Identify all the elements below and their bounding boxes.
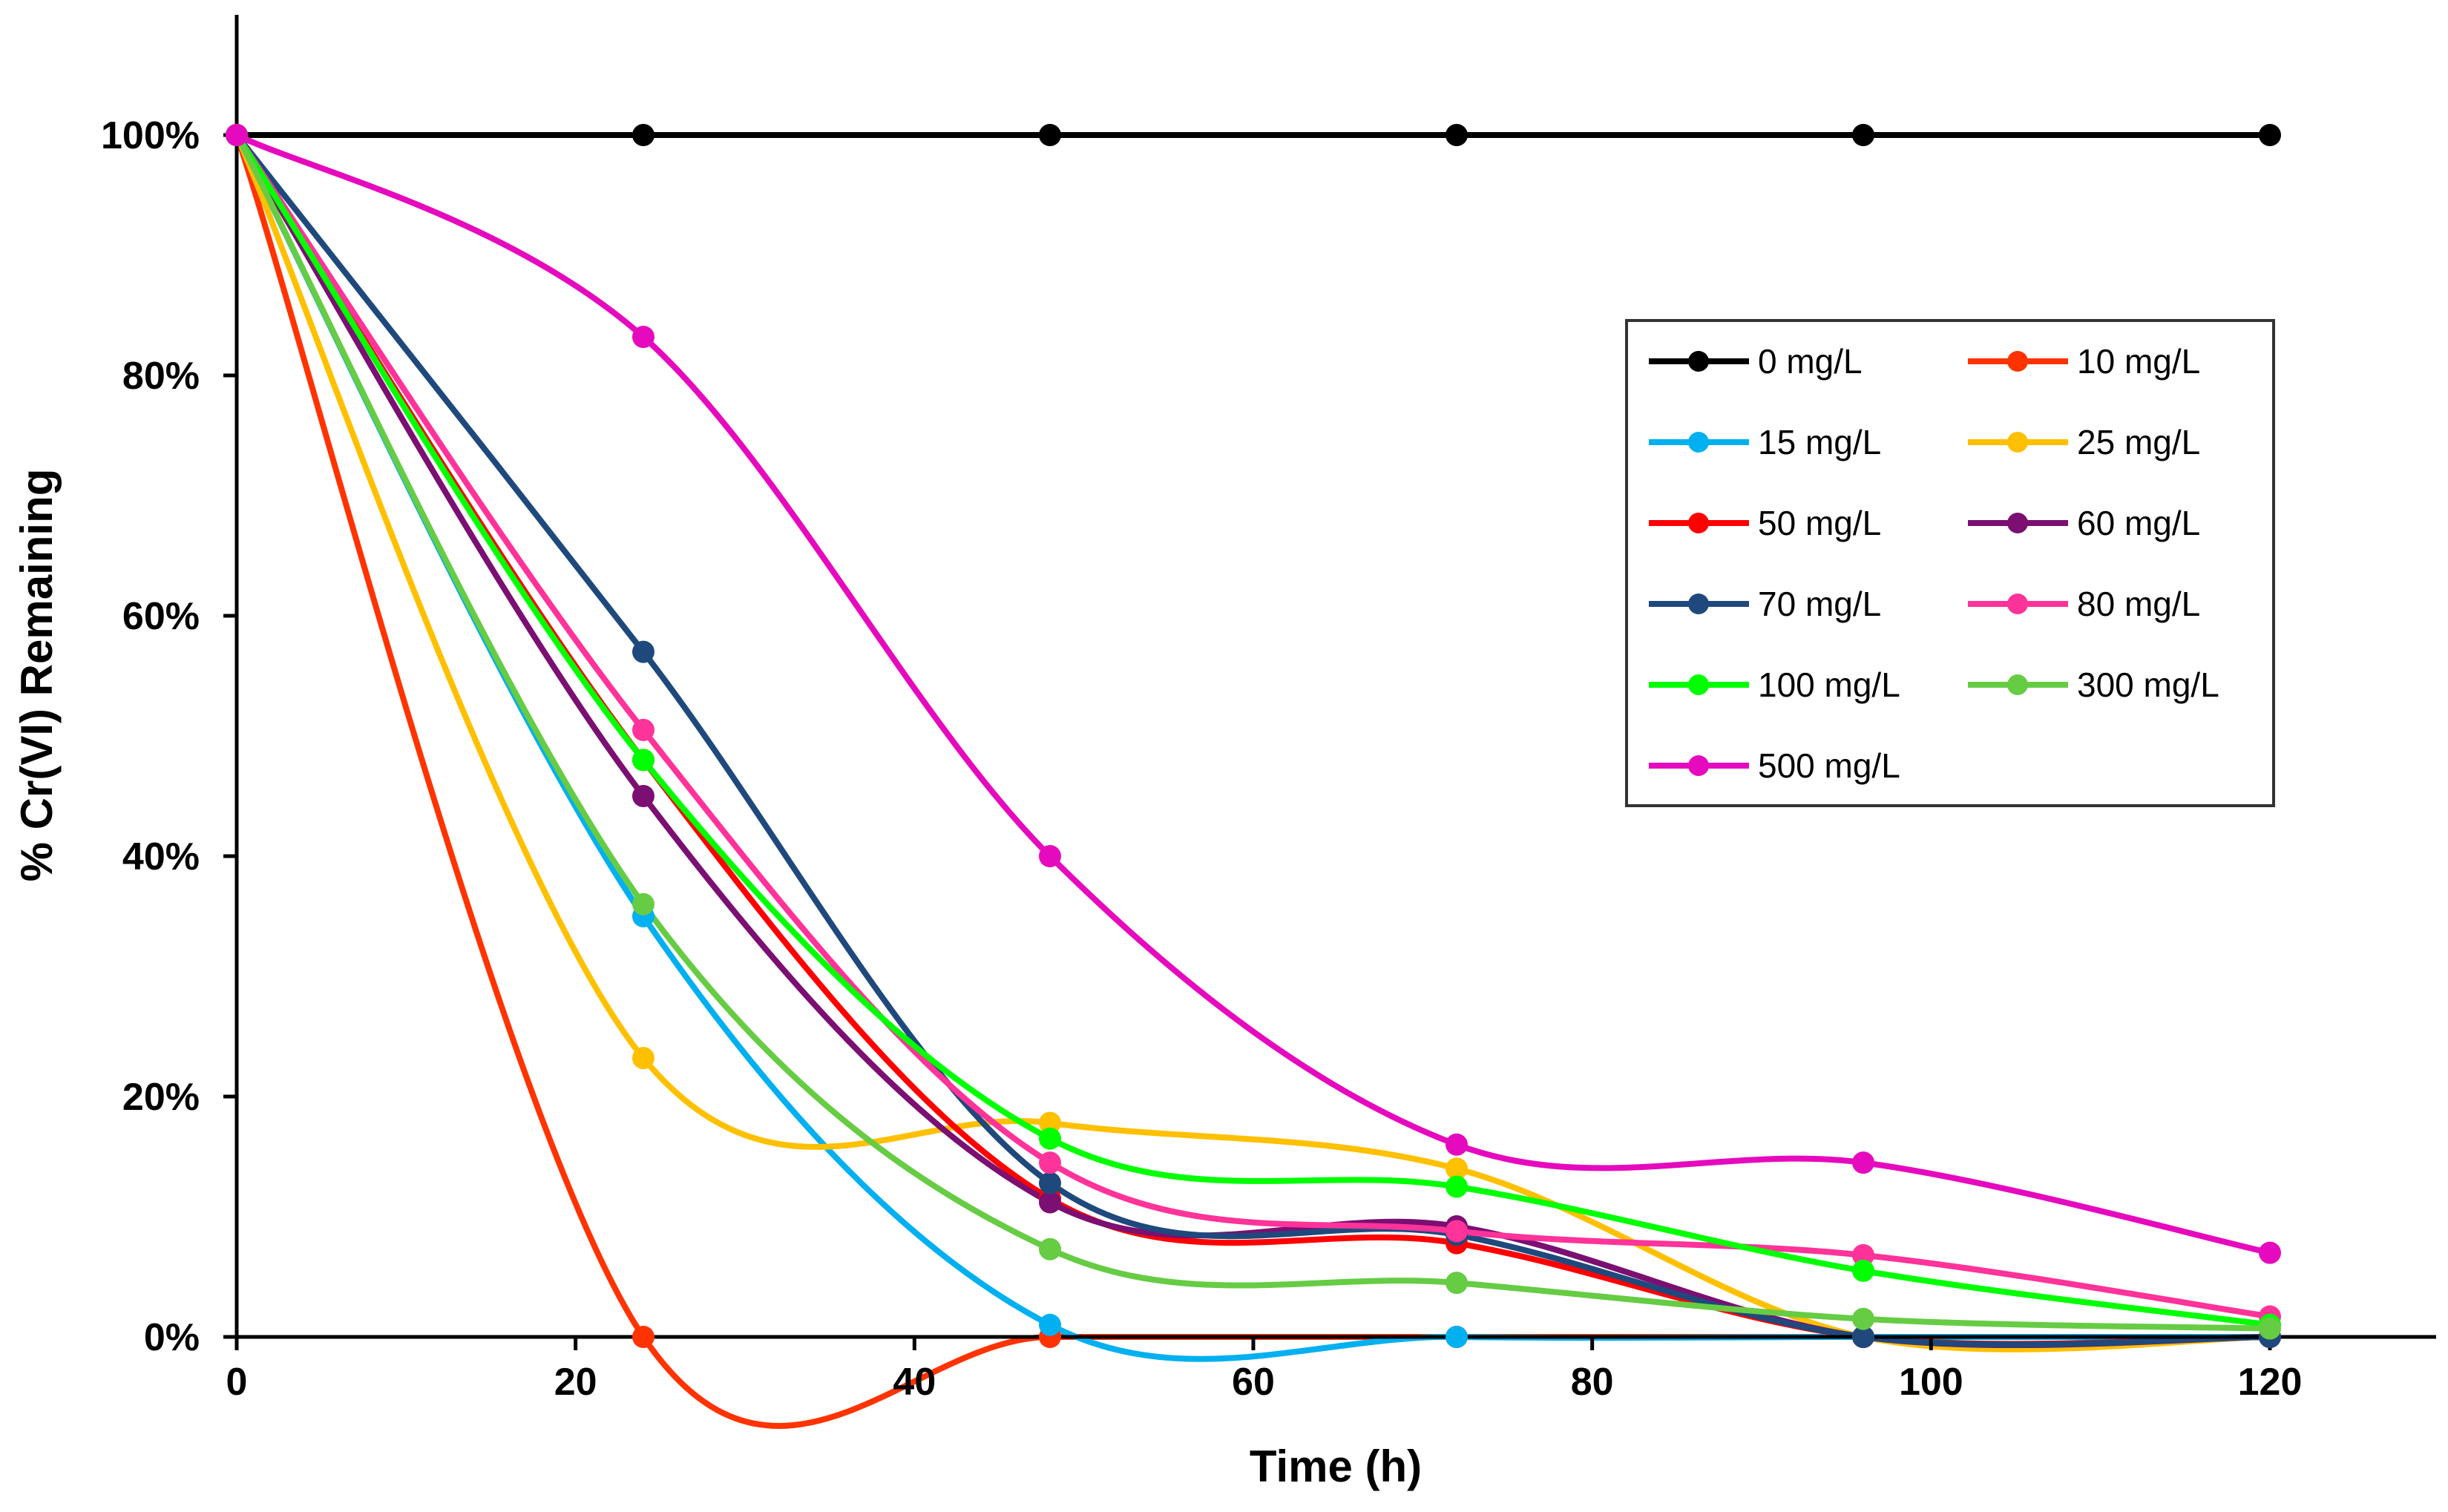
y-tick-label: 0% — [144, 1316, 200, 1359]
data-point-60-mg-l — [632, 785, 654, 807]
x-tick-label: 100 — [1899, 1361, 1963, 1404]
data-point-300-mg-l — [1039, 1237, 1061, 1260]
legend-marker — [1688, 432, 1709, 453]
legend-label-70-mg-l: 70 mg/L — [1758, 585, 1881, 623]
legend-marker — [2007, 513, 2028, 533]
data-point-15-mg-l — [1039, 1313, 1061, 1336]
series-line-70-mg-l — [234, 132, 2273, 1348]
marker-layer — [226, 124, 2281, 1348]
data-point-500-mg-l — [226, 124, 248, 146]
data-point-70-mg-l — [1039, 1171, 1061, 1194]
legend-marker — [2007, 432, 2028, 453]
data-point-80-mg-l — [1852, 1243, 1874, 1266]
y-tick-label: 20% — [122, 1076, 200, 1119]
data-point-10-mg-l — [632, 1326, 654, 1348]
data-point-0-mg-l — [2259, 124, 2281, 146]
data-point-15-mg-l — [1445, 1326, 1468, 1348]
y-tick-label: 100% — [101, 114, 200, 157]
data-point-100-mg-l — [1445, 1175, 1468, 1198]
legend-marker — [1688, 755, 1709, 776]
x-tick-label: 40 — [893, 1361, 936, 1404]
data-point-0-mg-l — [1445, 124, 1468, 146]
data-point-80-mg-l — [1039, 1151, 1061, 1174]
x-tick-label: 20 — [554, 1361, 597, 1404]
legend-marker — [2007, 594, 2028, 614]
legend: 0 mg/L 10 mg/L 15 mg/L 25 mg/L 50 mg/L 60 mg/… — [1625, 319, 2275, 807]
data-point-300-mg-l — [1445, 1272, 1468, 1295]
data-point-300-mg-l — [2259, 1317, 2281, 1340]
y-tick-label: 80% — [122, 355, 200, 398]
legend-label-500-mg-l: 500 mg/L — [1758, 746, 1900, 785]
series-line-80-mg-l — [234, 132, 2273, 1320]
x-tick-label: 120 — [2238, 1361, 2303, 1404]
legend-label-80-mg-l: 80 mg/L — [2077, 585, 2200, 623]
legend-label-60-mg-l: 60 mg/L — [2077, 504, 2200, 542]
x-tick-label: 80 — [1571, 1361, 1614, 1404]
data-point-300-mg-l — [1852, 1307, 1874, 1330]
y-tick-label: 40% — [122, 835, 200, 878]
data-point-100-mg-l — [632, 749, 654, 772]
data-point-25-mg-l — [1445, 1157, 1468, 1180]
data-point-0-mg-l — [1039, 124, 1061, 146]
x-axis-title: Time (h) — [1250, 1442, 1422, 1491]
data-point-80-mg-l — [1445, 1220, 1468, 1243]
series-line-300-mg-l — [234, 132, 2273, 1332]
data-point-25-mg-l — [1039, 1111, 1061, 1134]
data-point-500-mg-l — [632, 326, 654, 349]
legend-label-300-mg-l: 300 mg/L — [2077, 665, 2219, 704]
data-point-0-mg-l — [632, 124, 654, 146]
data-point-25-mg-l — [632, 1047, 654, 1070]
data-point-60-mg-l — [1039, 1191, 1061, 1214]
legend-box — [1625, 319, 2275, 807]
x-tick-label: 0 — [226, 1361, 248, 1404]
legend-marker — [1688, 674, 1709, 695]
data-point-0-mg-l — [1852, 124, 1874, 146]
y-ticks: 0% 20% 40% 60% 80% 100% — [101, 114, 237, 1359]
legend-label-10-mg-l: 10 mg/L — [2077, 342, 2200, 381]
data-point-500-mg-l — [2259, 1241, 2281, 1264]
legend-marker — [1688, 351, 1709, 372]
legend-label-15-mg-l: 15 mg/L — [1758, 423, 1881, 461]
legend-label-100-mg-l: 100 mg/L — [1758, 665, 1900, 704]
legend-label-50-mg-l: 50 mg/L — [1758, 504, 1881, 542]
legend-marker — [1688, 594, 1709, 614]
legend-marker — [2007, 674, 2028, 695]
data-point-70-mg-l — [1852, 1326, 1874, 1348]
y-axis-title: % Cr(VI) Remaining — [12, 469, 62, 882]
data-point-80-mg-l — [632, 718, 654, 741]
legend-marker — [1688, 513, 1709, 533]
data-point-300-mg-l — [632, 893, 654, 916]
series-line-100-mg-l — [234, 132, 2273, 1328]
axis-layer: 0 20 40 60 80 100 120 0% 20% 40% 60% 80% 100% — [101, 15, 2436, 1404]
data-point-500-mg-l — [1852, 1151, 1874, 1174]
x-tick-label: 60 — [1232, 1361, 1275, 1404]
data-point-500-mg-l — [1445, 1133, 1468, 1156]
legend-marker — [2007, 351, 2028, 372]
data-point-100-mg-l — [1039, 1127, 1061, 1150]
legend-label-25-mg-l: 25 mg/L — [2077, 423, 2200, 461]
data-point-500-mg-l — [1039, 845, 1061, 867]
legend-label-0-mg-l: 0 mg/L — [1758, 342, 1863, 381]
series-layer — [234, 131, 2273, 1429]
data-point-100-mg-l — [1852, 1259, 1874, 1282]
series-line-500-mg-l — [234, 132, 2273, 1256]
data-point-70-mg-l — [632, 640, 654, 663]
y-tick-label: 60% — [122, 595, 200, 638]
